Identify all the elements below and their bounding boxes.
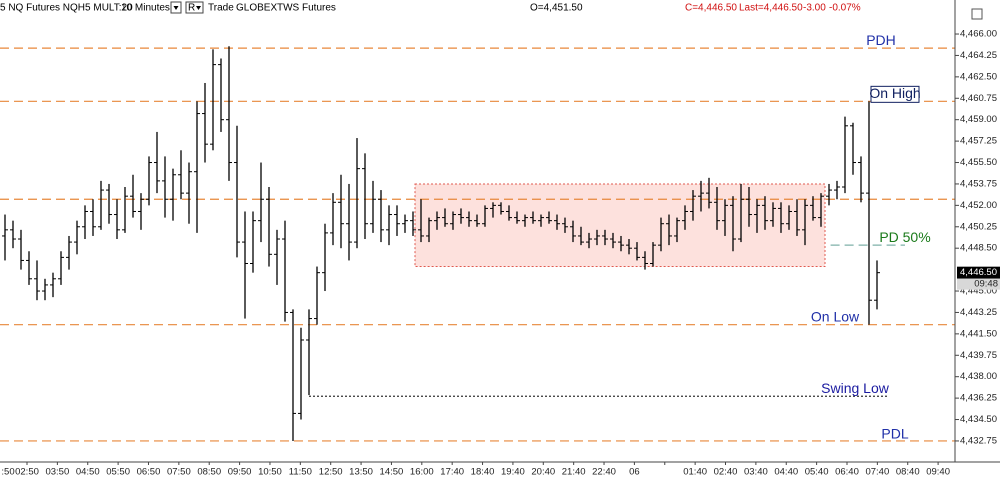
last-price: Last=4,446.50	[739, 3, 803, 14]
countdown-box	[957, 278, 1000, 290]
x-tick-label: 04:50	[76, 467, 100, 478]
level-label: On High	[869, 85, 920, 101]
x-tick-label: 20:40	[531, 467, 555, 478]
y-tick-label: 4,464.25	[960, 50, 997, 61]
y-tick-label: 4,466.00	[960, 29, 997, 40]
y-tick-label: 4,450.25	[960, 221, 997, 232]
countdown: 09:48	[974, 279, 998, 290]
x-tick-label: 08:50	[197, 467, 221, 478]
y-tick-label: 4,460.75	[960, 93, 997, 104]
mode: R	[188, 3, 195, 14]
x-tick-label: 10:50	[258, 467, 282, 478]
x-tick-label: 22:40	[592, 467, 616, 478]
level-label-box	[870, 85, 920, 103]
dropdown-arrow	[173, 6, 179, 10]
x-tick-label: 06	[629, 467, 640, 478]
close-price: C=4,446.50	[685, 3, 737, 14]
y-tick-label: 4,459.00	[960, 114, 997, 125]
level-label: On Low	[811, 308, 860, 324]
x-tick-label: 09:50	[228, 467, 252, 478]
y-tick-label: 4,438.00	[960, 371, 997, 382]
change: -3.00	[803, 3, 826, 14]
header: 5 NQ Futures NQH5 MULT:20 10 Minutes R T…	[0, 1, 983, 20]
x-tick-label: 17:40	[440, 467, 464, 478]
x-tick-label: 11:50	[289, 467, 312, 478]
level-label: Swing Low	[821, 380, 890, 396]
x-tick-label: 21:40	[562, 467, 586, 478]
x-tick-label: 07:40	[865, 467, 889, 478]
y-tick-label: 4,432.75	[960, 435, 997, 446]
x-tick-label: 08:40	[896, 467, 920, 478]
x-tick-label: 02:50	[15, 467, 39, 478]
y-tick-label: 4,434.50	[960, 414, 997, 425]
level-label: PD 50%	[879, 229, 930, 245]
settings-icon[interactable]	[971, 8, 983, 20]
x-tick-label: 06:40	[835, 467, 859, 478]
x-tick-label: 04:40	[774, 467, 798, 478]
x-tick-label: 02:40	[714, 467, 738, 478]
x-tick-label: 01:40	[683, 467, 707, 478]
y-tick-label: 4,462.50	[960, 71, 997, 82]
header-item: Futures	[302, 3, 336, 14]
x-tick-label: 12:50	[319, 467, 343, 478]
last-price-box	[957, 266, 1000, 279]
x-tick-label: 05:40	[805, 467, 829, 478]
y-tick-label: 4,436.25	[960, 393, 997, 404]
y-tick-label: 4,445.00	[960, 286, 997, 297]
y-tick-label: 4,452.00	[960, 200, 997, 211]
x-tick-label: 16:00	[410, 467, 434, 478]
y-tick-label: 4,448.50	[960, 243, 997, 254]
header-item: TWS	[277, 3, 300, 14]
x-tick-label: 03:40	[744, 467, 768, 478]
x-tick-label: 14:50	[380, 467, 404, 478]
y-tick-label: 4,441.50	[960, 328, 997, 339]
x-tick-label: :50	[1, 467, 14, 478]
y-tick-label: 4,453.75	[960, 178, 997, 189]
x-tick-label: 18:40	[471, 467, 495, 478]
y-tick-label: 4,455.50	[960, 157, 997, 168]
x-tick-label: 05:50	[106, 467, 130, 478]
header-item: Trade	[208, 3, 234, 14]
mode-arrow	[196, 6, 201, 10]
x-tick-label: 07:50	[167, 467, 191, 478]
x-tick-label: 09:40	[926, 467, 950, 478]
x-tick-label: 19:40	[501, 467, 525, 478]
interval: 10 Minutes	[121, 3, 170, 14]
level-label: PDH	[866, 32, 896, 48]
y-tick-label: 4,439.75	[960, 350, 997, 361]
mode-button[interactable]	[185, 1, 204, 14]
last-price-label: 4,446.50	[960, 267, 997, 278]
x-tick-label: 13:50	[349, 467, 373, 478]
instrument: 5 NQ Futures NQH5 MULT:20	[0, 3, 133, 14]
change-pct: -0.07%	[829, 3, 861, 14]
header-item: GLOBEX	[236, 3, 277, 14]
x-tick-label: 03:50	[45, 467, 69, 478]
x-tick-label: 06:50	[137, 467, 161, 478]
open-price: O=4,451.50	[530, 3, 583, 14]
level-label: PDL	[881, 426, 908, 442]
y-tick-label: 4,443.25	[960, 307, 997, 318]
y-tick-label: 4,457.25	[960, 136, 997, 147]
